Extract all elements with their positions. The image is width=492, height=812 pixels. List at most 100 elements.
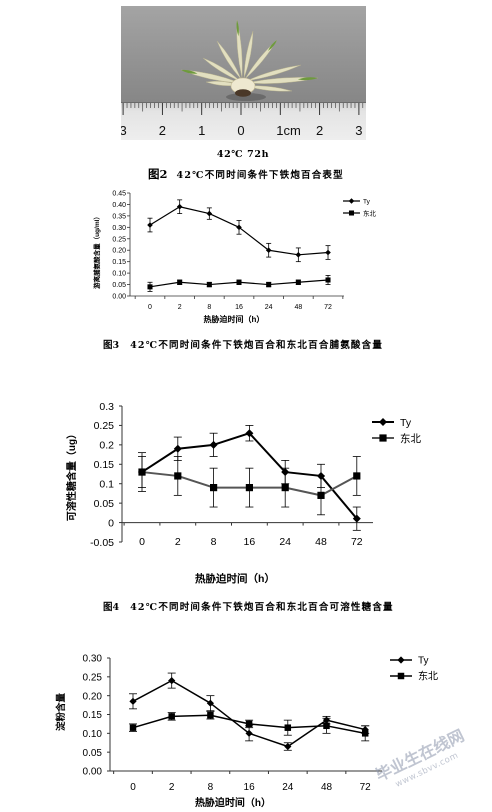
legend-label: Ty: [418, 656, 429, 667]
starch-content-chart: 0.30 0.25 0.20 0.15 0.10 0.05 0.00 0 2 8 16 24 48 72 T…: [55, 654, 438, 809]
ty-point: [176, 203, 183, 210]
legend-entry-ty: Ty: [372, 417, 412, 429]
ty-point: [129, 697, 137, 705]
legend-marker: [348, 210, 355, 216]
lily-phenotype-photo: 3 2 1 0 1cm 2 3: [121, 6, 366, 140]
y-axis-title: 游离脯氨酸含量（ug/ml）: [92, 213, 101, 289]
photo-caption: 42℃ 72h: [216, 149, 270, 160]
x-tick-label: 0: [130, 782, 136, 793]
legend-entry-ty: Ty: [390, 656, 429, 667]
leaf-green-tip: [297, 77, 318, 81]
figure-4-caption: 图4 42℃不同时间条件下铁炮百合和东北百合可溶性糖含量: [103, 597, 394, 616]
legend-marker: [379, 418, 387, 426]
legend-label: Ty: [363, 198, 371, 205]
series-dongbei: [147, 274, 331, 292]
ruler-number: 1cm: [276, 123, 301, 138]
dongbei-point: [245, 720, 253, 728]
series-dongbei: [138, 452, 361, 516]
lily-seedling: [180, 19, 319, 101]
y-tick-label: 0.25: [83, 672, 103, 683]
series-dongbei: [129, 711, 370, 742]
ruler-labels: 3 2 1 0 1cm 2 3: [121, 123, 363, 138]
ruler-number: 2: [159, 123, 166, 138]
figure-2-label: 图2: [148, 167, 168, 181]
y-tick-label: 0.2: [99, 440, 114, 452]
x-axis-title: 热胁迫时间（h）: [195, 796, 271, 809]
leaf: [243, 30, 254, 79]
figure-3-caption-text: 42℃不同时间条件下铁炮百合和东北百合脯氨酸含量: [130, 340, 384, 351]
leaf: [205, 81, 240, 86]
leaf-green-tip: [268, 40, 277, 51]
ruler-number: 3: [355, 123, 362, 138]
y-tick-label: 0.00: [83, 767, 103, 778]
legend-entry-dongbei: 东北: [390, 670, 438, 683]
leaf: [245, 85, 293, 92]
dongbei-point: [210, 484, 218, 492]
x-tick-label: 0: [148, 304, 152, 311]
figure-4-label: 图4: [103, 602, 120, 613]
y-tick-label: 0.10: [83, 729, 103, 740]
dongbei-point: [207, 712, 214, 719]
leaf: [202, 57, 241, 82]
y-tick-label: -0.05: [90, 537, 114, 549]
legend-entry-dongbei: 东北: [372, 432, 421, 445]
x-tick-label: 2: [175, 536, 181, 548]
ty-point: [295, 252, 302, 258]
legend-marker: [397, 672, 405, 680]
legend-label: 东北: [418, 670, 438, 683]
dongbei-point: [206, 282, 212, 288]
dongbei-point: [317, 491, 325, 499]
ty-point: [173, 444, 182, 453]
y-tick-label: 0.15: [112, 259, 126, 266]
ruler-number: 0: [237, 123, 244, 138]
x-tick-label: 16: [235, 304, 243, 311]
x-tick-label: 0: [139, 536, 145, 548]
dongbei-point: [284, 724, 292, 731]
figure-3-caption: 图3 42℃不同时间条件下铁炮百合和东北百合脯氨酸含量: [103, 335, 383, 354]
ruler-number: 2: [316, 123, 323, 138]
x-tick-label: 8: [211, 536, 217, 548]
x-tick-label: 72: [324, 304, 332, 311]
x-tick-label: 24: [282, 782, 294, 793]
ty-point: [168, 677, 176, 685]
y-tick-label: 0.20: [112, 248, 126, 255]
x-tick-label: 2: [178, 304, 182, 311]
y-tick-label: 0.35: [112, 213, 126, 220]
x-tick-label: 48: [294, 304, 302, 311]
leaf-green-tip: [181, 69, 198, 74]
ty-point: [265, 247, 272, 254]
leaf: [216, 40, 242, 80]
dongbei-point: [168, 713, 175, 720]
y-tick-label: 0.05: [83, 748, 103, 759]
y-tick-label: 0.05: [112, 282, 126, 289]
dongbei-point: [147, 284, 153, 290]
dongbei-point: [323, 722, 330, 730]
x-tick-label: 72: [351, 536, 363, 548]
figure-4-caption-text: 42℃不同时间条件下铁炮百合和东北百合可溶性糖含量: [130, 602, 394, 613]
y-tick-label: 0.15: [94, 459, 115, 471]
y-tick-label: 0.20: [83, 691, 103, 702]
x-tick-label: 24: [265, 304, 273, 311]
figure-2-caption: 图2 42℃不同时间条件下铁炮百合表型: [148, 165, 344, 184]
y-tick-label: 0.40: [112, 202, 126, 209]
x-tick-label: 48: [315, 536, 327, 548]
leaf-green-tip: [236, 20, 239, 37]
series-ty: [129, 672, 370, 751]
y-tick-label: 0.10: [112, 271, 126, 278]
y-axis-title: 淀粉含量: [55, 693, 67, 732]
ty-point: [206, 699, 214, 707]
bulb-base: [235, 89, 251, 97]
dongbei-point: [174, 472, 182, 480]
proline-content-chart: 0.45 0.40 0.35 0.30 0.25 0.20 0.15 0.10 0.05 0.00…: [92, 191, 377, 324]
dongbei-point: [295, 279, 301, 285]
dongbei-point: [325, 277, 331, 283]
legend-marker: [397, 656, 405, 664]
dongbei-point: [236, 279, 242, 285]
ty-point: [236, 224, 242, 231]
ty-point: [206, 210, 213, 217]
legend-entry-ty: Ty: [343, 198, 371, 205]
ruler-number: 1: [198, 123, 205, 138]
x-tick-label: 16: [244, 536, 256, 548]
x-tick-label: 24: [279, 536, 291, 548]
